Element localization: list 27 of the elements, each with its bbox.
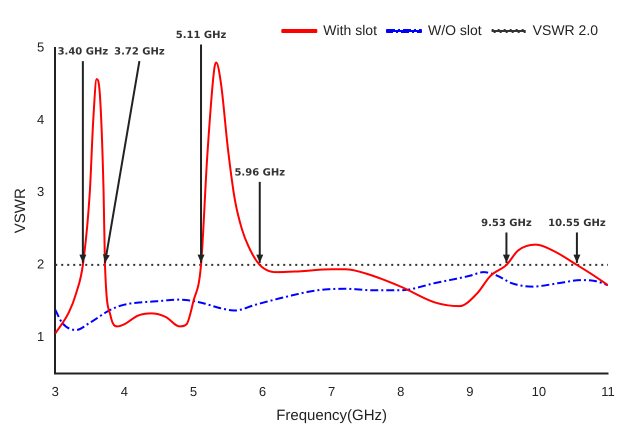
y-tick-label: 1 bbox=[36, 328, 44, 344]
x-tick-label: 11 bbox=[601, 384, 615, 399]
x-tick-label: 6 bbox=[258, 384, 266, 399]
line-series bbox=[55, 61, 608, 335]
annotation: 5.11 GHz bbox=[176, 30, 226, 42]
y-tick-label: 2 bbox=[36, 256, 44, 272]
y-axis-title: VSWR bbox=[12, 188, 30, 234]
annotation: 3.40 GHz bbox=[58, 46, 108, 58]
x-tick-label: 7 bbox=[328, 384, 336, 399]
x-tick-label: 10 bbox=[532, 384, 546, 399]
annotation: 5.96 GHz bbox=[234, 167, 286, 178]
legend-label: W/O slot bbox=[428, 22, 482, 38]
legend-label: With slot bbox=[323, 22, 378, 38]
annotation: 9.53 GHz bbox=[481, 218, 532, 230]
x-tick-label: 9 bbox=[466, 384, 474, 399]
annotation: 3.72 GHz bbox=[114, 46, 165, 58]
line-series bbox=[55, 271, 608, 332]
x-tick-label: 3 bbox=[52, 384, 59, 399]
legend-label: VSWR 2.0 bbox=[532, 22, 598, 38]
y-tick-label: 4 bbox=[36, 112, 44, 127]
annotation: 10.55 GHz bbox=[548, 218, 606, 230]
x-axis-title: Frequency(GHz) bbox=[276, 407, 388, 424]
x-tick-label: 8 bbox=[397, 384, 404, 399]
x-tick-label: 5 bbox=[190, 384, 198, 399]
y-tick-label: 3 bbox=[36, 184, 44, 200]
x-tick-label: 4 bbox=[120, 384, 128, 399]
y-tick-label: 5 bbox=[36, 40, 44, 55]
